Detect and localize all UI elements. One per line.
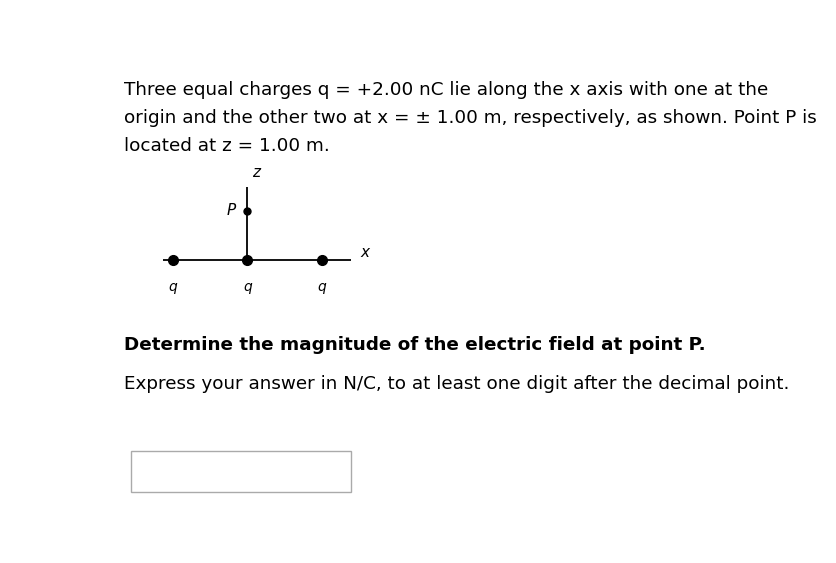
Text: P: P	[226, 203, 236, 218]
Text: Express your answer in N/C, to at least one digit after the decimal point.: Express your answer in N/C, to at least …	[124, 376, 788, 394]
Text: located at z = 1.00 m.: located at z = 1.00 m.	[124, 137, 329, 155]
Text: Three equal charges q = +2.00 nC lie along the x axis with one at the: Three equal charges q = +2.00 nC lie alo…	[124, 81, 767, 99]
Text: q: q	[168, 280, 177, 294]
Text: q: q	[317, 280, 326, 294]
Bar	[130, 451, 351, 493]
Text: z: z	[252, 166, 260, 180]
Text: q: q	[242, 280, 252, 294]
Text: x: x	[360, 245, 370, 260]
Text: Determine the magnitude of the electric field at point P.: Determine the magnitude of the electric …	[124, 336, 705, 354]
Text: origin and the other two at x = ± 1.00 m, respectively, as shown. Point P is: origin and the other two at x = ± 1.00 m…	[124, 109, 816, 127]
